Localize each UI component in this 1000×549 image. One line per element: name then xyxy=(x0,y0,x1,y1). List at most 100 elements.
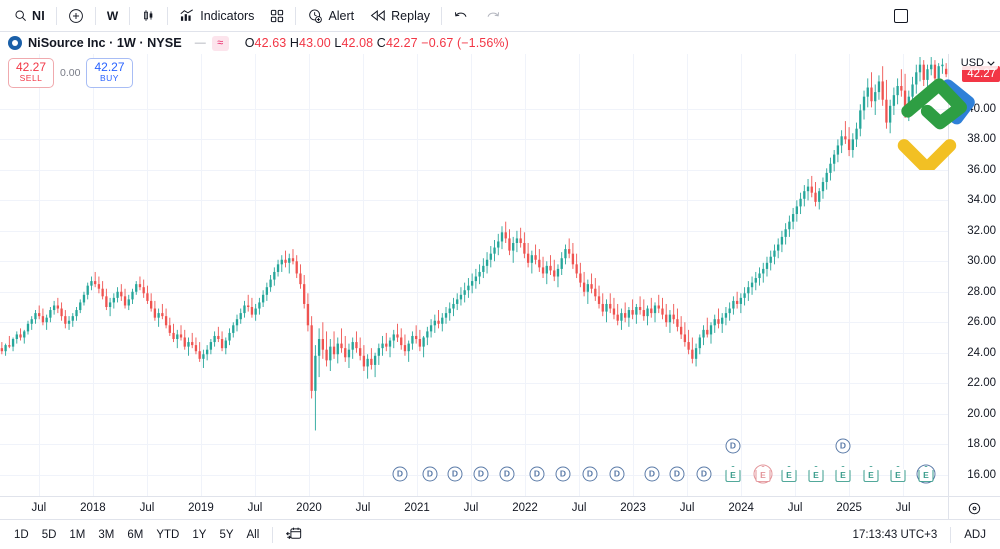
redo-button[interactable] xyxy=(477,3,509,29)
event-highlight-ring xyxy=(916,464,936,484)
range-button-3m[interactable]: 3M xyxy=(98,528,115,541)
candle-body xyxy=(825,172,828,183)
range-button-5y[interactable]: 5Y xyxy=(219,528,234,541)
range-button-1y[interactable]: 1Y xyxy=(192,528,207,541)
sell-button[interactable]: 42.27 SELL xyxy=(8,58,55,88)
range-button-5d[interactable]: 5D xyxy=(41,528,57,541)
dividend-marker[interactable]: D xyxy=(696,466,712,482)
high-label: H xyxy=(289,36,300,50)
candle-body xyxy=(131,291,134,300)
buy-button[interactable]: 42.27 BUY xyxy=(86,58,133,88)
dividend-marker[interactable]: D xyxy=(422,466,438,482)
candle-body xyxy=(437,320,440,324)
dividend-marker[interactable]: D xyxy=(835,438,851,454)
fullscreen-button[interactable] xyxy=(886,3,916,29)
price-tick: 30.00 xyxy=(967,255,996,268)
square-icon xyxy=(894,8,908,23)
clock-label[interactable]: 17:13:43 UTC+3 xyxy=(852,528,938,541)
chart-legend: NiSource Inc · 1W · NYSE — ≈ O42.63 H43.… xyxy=(0,32,1000,54)
candle-body xyxy=(653,305,657,314)
range-button-6m[interactable]: 6M xyxy=(127,528,144,541)
candle-body xyxy=(829,163,832,173)
dividend-marker[interactable]: D xyxy=(499,466,515,482)
candle-body xyxy=(638,307,642,311)
candle-body xyxy=(836,145,840,155)
candle-body xyxy=(575,264,578,274)
candle-body xyxy=(926,69,929,80)
earnings-marker[interactable]: E xyxy=(918,465,934,482)
legend-buttons: — ≈ xyxy=(192,35,229,51)
range-button-ytd[interactable]: YTD xyxy=(156,528,180,541)
candle-body xyxy=(232,325,235,333)
candle-body xyxy=(258,302,261,309)
dividend-marker[interactable]: D xyxy=(609,466,625,482)
candle-body xyxy=(732,300,735,309)
candle-body xyxy=(344,348,347,358)
dividend-marker[interactable]: D xyxy=(725,438,741,454)
dividend-marker[interactable]: D xyxy=(529,466,545,482)
alert-button[interactable]: Alert xyxy=(299,3,362,29)
price-tick: 40.00 xyxy=(967,102,996,115)
dividend-marker[interactable]: D xyxy=(392,466,408,482)
replay-button[interactable]: Replay xyxy=(362,3,438,29)
add-symbol-button[interactable] xyxy=(60,3,92,29)
time-tick-label: Jul xyxy=(247,502,263,514)
candle-body xyxy=(888,105,892,123)
dividend-marker[interactable]: D xyxy=(669,466,685,482)
candle-body xyxy=(847,139,851,151)
candle-body xyxy=(217,335,220,340)
candle-body xyxy=(892,95,896,106)
candle-body xyxy=(818,191,821,202)
layout-button[interactable] xyxy=(262,3,292,29)
candle-body xyxy=(840,136,843,146)
interval-button[interactable]: W xyxy=(99,3,126,29)
price-axis[interactable]: USD 42.27 40.00 38.00 36.00 34.00 32.00 30.00… xyxy=(948,54,1000,496)
range-button-1d[interactable]: 1D xyxy=(14,528,29,541)
hide-icon[interactable]: — xyxy=(194,37,206,49)
undo-button[interactable] xyxy=(445,3,477,29)
currency-selector[interactable]: USD xyxy=(957,56,998,70)
earnings-marker[interactable]: E xyxy=(808,465,824,482)
candle-body xyxy=(549,265,552,271)
wave-icon[interactable]: ≈ xyxy=(211,35,229,51)
dividend-marker[interactable]: D xyxy=(473,466,489,482)
symbol-search-button[interactable]: NI xyxy=(6,3,53,29)
candle-body xyxy=(261,294,265,303)
candle-body xyxy=(276,264,280,272)
earnings-marker[interactable]: E xyxy=(725,465,741,482)
chart-type-button[interactable] xyxy=(133,3,164,29)
candle-body xyxy=(407,343,410,352)
dividend-marker[interactable]: D xyxy=(555,466,571,482)
date-range-button[interactable] xyxy=(280,523,308,547)
earnings-marker[interactable]: E xyxy=(835,465,851,482)
adjustment-toggle[interactable]: ADJ xyxy=(964,528,986,541)
candle-body xyxy=(683,334,687,343)
range-button-1m[interactable]: 1M xyxy=(69,528,86,541)
divider xyxy=(55,6,57,25)
alert-label: Alert xyxy=(328,8,355,23)
candle-body xyxy=(280,259,283,265)
candle-body xyxy=(429,325,433,332)
candle-body xyxy=(23,331,26,338)
candle-body xyxy=(26,323,30,332)
time-axis-labels: Jul 2018 Jul 2019 Jul 2020 Jul 2021 Jul 2022 Jul 20… xyxy=(0,497,948,519)
earnings-marker[interactable]: E xyxy=(781,465,797,482)
candle-body xyxy=(739,297,743,304)
earnings-marker[interactable]: E xyxy=(890,465,906,482)
candle-body xyxy=(500,232,504,242)
earnings-marker[interactable]: E xyxy=(863,465,879,482)
currency-label: USD xyxy=(960,57,984,69)
range-button-all[interactable]: All xyxy=(246,528,260,541)
candle-body xyxy=(582,282,586,292)
time-tick-label: 2025 xyxy=(836,502,862,514)
dividend-marker[interactable]: D xyxy=(644,466,660,482)
horizontal-gridline xyxy=(0,169,948,171)
time-settings-button[interactable] xyxy=(948,497,1000,519)
time-axis[interactable]: Jul 2018 Jul 2019 Jul 2020 Jul 2021 Jul 2022 Jul 20… xyxy=(0,496,1000,519)
indicators-button[interactable]: Indicators xyxy=(171,3,262,29)
dividend-marker[interactable]: D xyxy=(582,466,598,482)
earnings-marker[interactable]: E xyxy=(755,465,771,482)
dividend-marker[interactable]: D xyxy=(447,466,463,482)
candle-body xyxy=(362,355,366,367)
